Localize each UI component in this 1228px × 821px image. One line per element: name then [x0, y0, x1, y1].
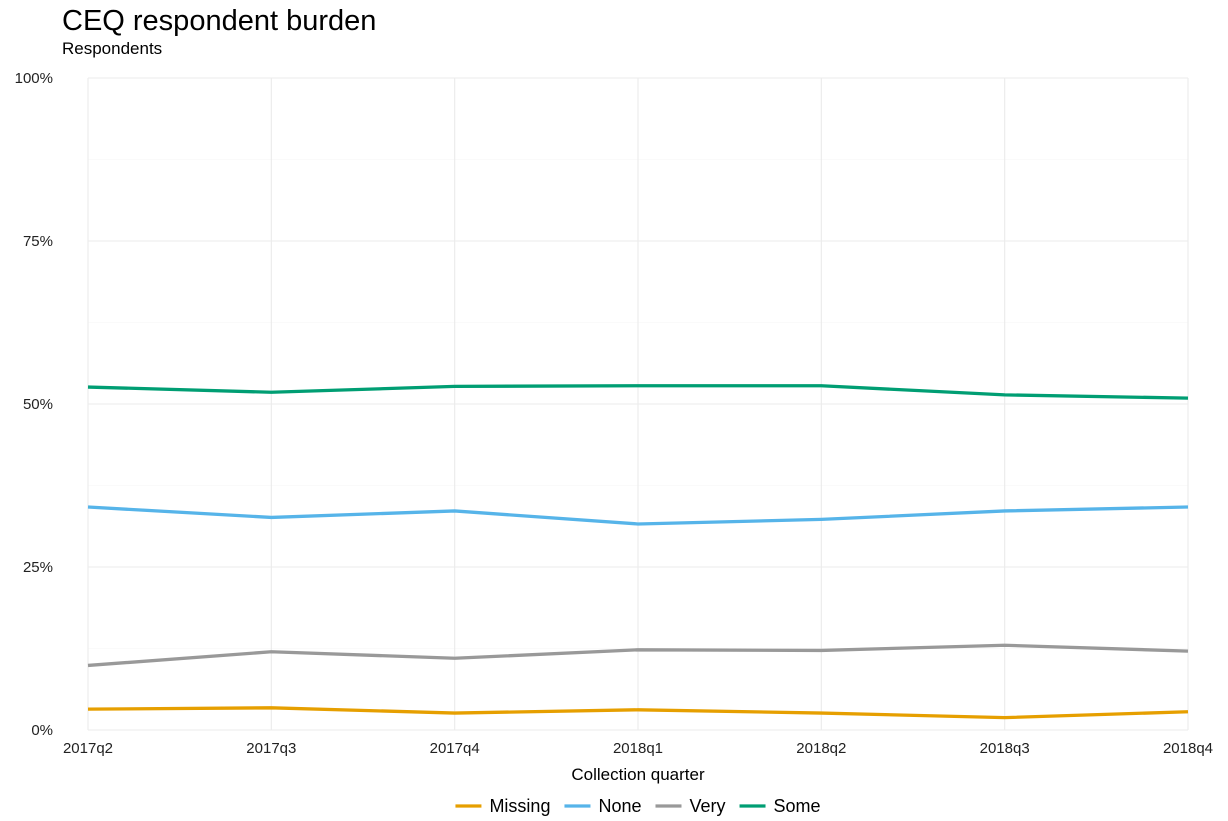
legend-label-very: Very — [689, 796, 725, 816]
legend-label-some: Some — [774, 796, 821, 816]
series-line-very — [87, 643, 1189, 668]
x-tick-label: 2018q3 — [980, 740, 1030, 757]
chart-subtitle: Respondents — [62, 39, 163, 58]
y-tick-label: 0% — [31, 722, 53, 739]
legend-label-none: None — [598, 796, 641, 816]
x-tick-label: 2018q4 — [1163, 740, 1213, 757]
y-tick-label: 25% — [23, 559, 53, 576]
x-axis-title: Collection quarter — [571, 765, 705, 784]
series-line-some — [87, 384, 1189, 400]
series-line-missing — [87, 706, 1189, 720]
chart-title: CEQ respondent burden — [62, 5, 377, 37]
x-tick-label: 2018q2 — [796, 740, 846, 757]
y-tick-label: 50% — [23, 396, 53, 413]
x-tick-label: 2018q1 — [613, 740, 663, 757]
x-tick-label: 2017q3 — [246, 740, 296, 757]
legend-label-missing: Missing — [489, 796, 550, 816]
series-line-none — [87, 505, 1189, 526]
y-tick-label: 75% — [23, 233, 53, 250]
x-tick-label: 2017q2 — [63, 740, 113, 757]
y-tick-label: 100% — [15, 70, 53, 87]
x-tick-label: 2017q4 — [430, 740, 480, 757]
